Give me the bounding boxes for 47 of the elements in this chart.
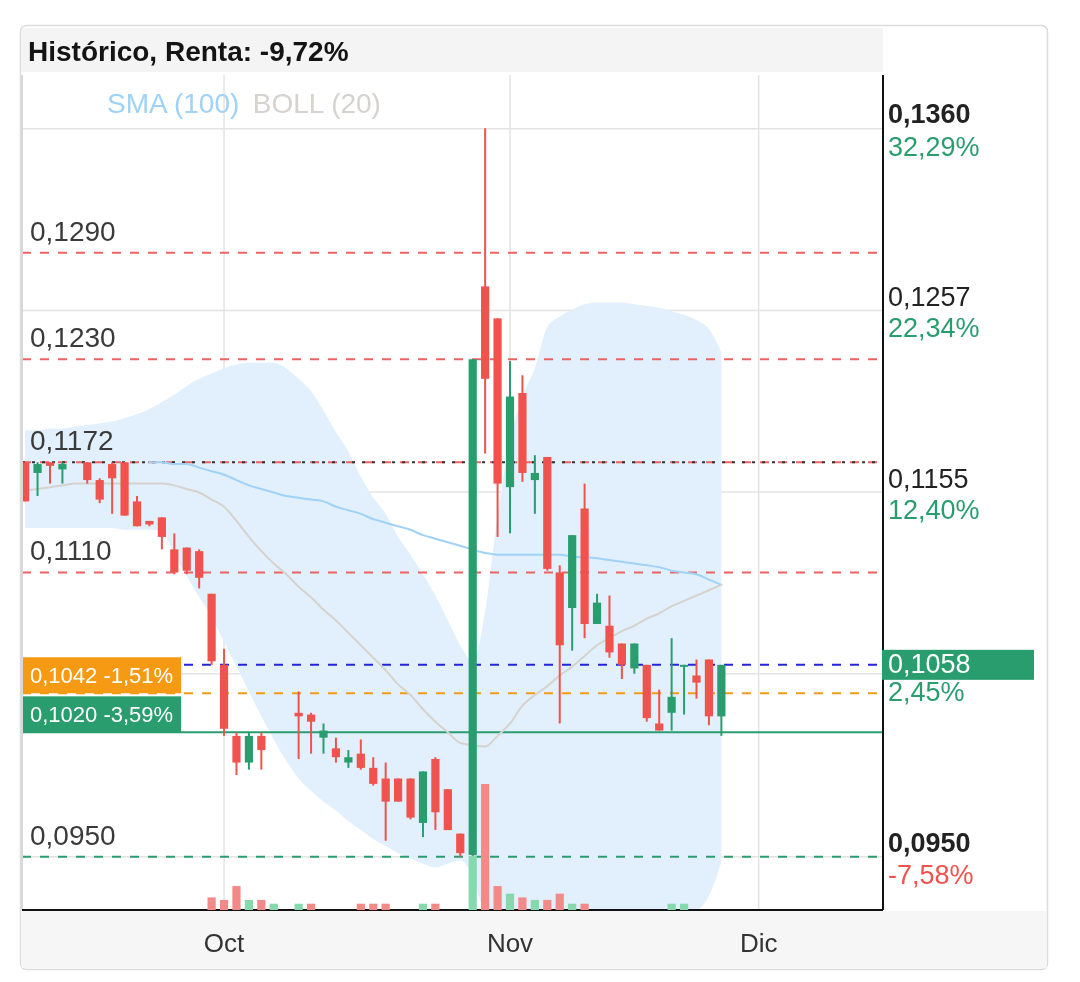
bar [555,893,564,910]
ref-line-label: 0,1172 [30,425,114,457]
annotation: 0,1042 -1,51% [30,663,174,689]
bar [418,903,428,910]
bar [306,903,316,910]
bar [431,903,440,910]
y-tick-label: 0,0950 [888,827,971,858]
bar [518,897,527,910]
bar [543,899,552,910]
bar [568,903,577,910]
bar [468,855,477,910]
y2-tick-label: 2,45% [888,676,965,707]
ref-line-label: 0,1290 [30,215,116,247]
bar [369,903,378,910]
ref-line-label: 0,1110 [30,535,112,567]
x-tick-label: Oct [203,928,246,958]
y2-tick-label: -7,58% [888,859,974,890]
bar [232,886,241,910]
bar [667,903,676,910]
bar [580,903,589,910]
y-tick-label: 0,1257 [888,282,971,313]
bar [381,903,390,910]
y2-tick-label: 22,34% [888,313,980,344]
bar [257,899,266,910]
bar [493,886,502,910]
ref-line-label: 0,1230 [30,322,116,354]
bar [481,784,490,910]
bar [269,903,278,910]
bar [505,893,515,910]
bar [244,899,254,910]
bar [530,899,539,910]
y-tick-label: 0,1360 [888,99,971,130]
chart-title: Histórico, Renta: -9,72% [28,36,349,67]
bar [294,903,303,910]
y2-tick-label: 12,40% [888,494,980,525]
y-tick-label: 0,1155 [888,463,969,494]
ref-line-label: 0,0950 [30,819,116,851]
x-tick-label: Dic [739,928,778,958]
y-tick-label: 0,1058 [888,648,971,679]
bar [219,899,229,910]
annotation: 0,1020 -3,59% [30,702,174,728]
x-tick-label: Nov [486,928,534,958]
bar [679,903,689,910]
y2-tick-label: 32,29% [888,131,980,162]
text: SMA (100) [107,88,240,119]
bar [356,903,365,910]
bar [207,897,216,910]
